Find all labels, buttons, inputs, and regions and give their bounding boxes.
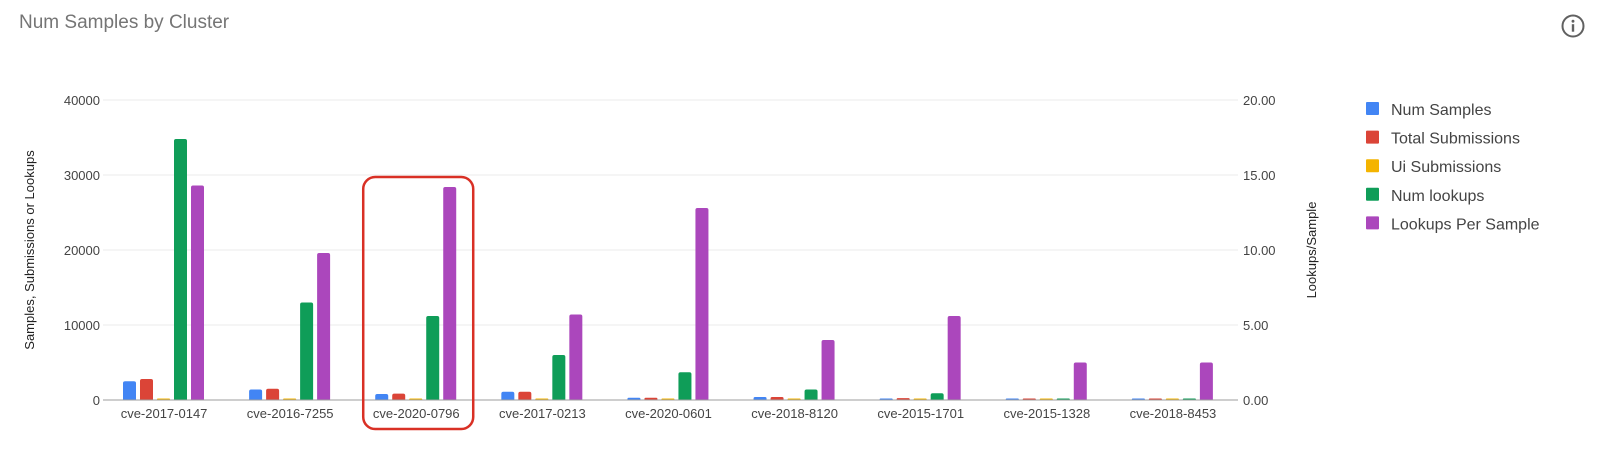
legend-label: Total Submissions [1391, 131, 1520, 148]
bar-lookups-per-sample [947, 316, 961, 400]
bar-lookups-per-sample [443, 187, 457, 400]
legend-label: Num Samples [1391, 102, 1491, 119]
bar-total-submissions [518, 391, 532, 400]
bar-num-samples [123, 381, 136, 400]
legend-label: Ui Submissions [1391, 159, 1501, 176]
bar-total-submissions [644, 397, 658, 400]
x-tick-label: cve-2015-1328 [1003, 406, 1090, 421]
bar-num-lookups [552, 355, 566, 400]
bar-num-lookups [804, 389, 818, 400]
x-tick-label: cve-2018-8453 [1130, 406, 1217, 421]
legend-swatch [1366, 102, 1379, 115]
y-left-tick-label: 20000 [64, 243, 100, 258]
y-right-tick-label: 5.00 [1243, 318, 1268, 333]
info-button[interactable] [1560, 13, 1586, 39]
bar-num-lookups [930, 393, 944, 400]
x-tick-label: cve-2017-0213 [499, 406, 586, 421]
legend-label: Lookups Per Sample [1391, 216, 1540, 233]
bar-num-samples [627, 397, 641, 400]
bar-lookups-per-sample [191, 185, 204, 400]
bar-num-samples [753, 397, 767, 400]
highlight-box [361, 175, 475, 431]
bar-total-submissions [140, 379, 153, 400]
info-icon [1561, 14, 1585, 38]
chart-title: Num Samples by Cluster [19, 12, 230, 33]
bar-num-samples [501, 391, 515, 400]
legend-label: Num lookups [1391, 188, 1484, 205]
x-tick-label: cve-2016-7255 [247, 406, 334, 421]
bar-total-submissions [266, 388, 280, 400]
bar-lookups-per-sample [821, 340, 835, 400]
y-right-axis-title: Lookups/Sample [1304, 202, 1319, 299]
x-tick-label: cve-2020-0601 [625, 406, 712, 421]
bar-num-lookups [300, 302, 314, 400]
y-right-tick-label: 10.00 [1243, 243, 1276, 258]
y-left-tick-label: 40000 [64, 93, 100, 108]
y-left-axis-title: Samples, Submissions or Lookups [22, 150, 37, 350]
legend-swatch [1366, 159, 1379, 173]
x-tick-label: cve-2017-0147 [121, 406, 208, 421]
bar-lookups-per-sample [695, 208, 709, 400]
bar-lookups-per-sample [317, 253, 331, 400]
bar-lookups-per-sample [569, 314, 583, 400]
bar-num-lookups [174, 139, 187, 400]
bar-lookups-per-sample [1073, 362, 1087, 400]
y-right-tick-label: 0.00 [1243, 393, 1268, 408]
x-tick-label: cve-2018-8120 [751, 406, 838, 421]
bar-total-submissions [392, 393, 406, 400]
bar-lookups-per-sample [1199, 362, 1213, 400]
y-left-tick-label: 30000 [64, 168, 100, 183]
bar-num-samples [249, 389, 263, 400]
bar-total-submissions [770, 397, 784, 400]
bar-num-lookups [426, 316, 440, 400]
bar-num-samples [375, 394, 389, 400]
y-right-tick-label: 20.00 [1243, 93, 1276, 108]
y-left-tick-label: 10000 [64, 318, 100, 333]
x-tick-label: cve-2020-0796 [373, 406, 460, 421]
x-tick-label: cve-2015-1701 [877, 406, 964, 421]
legend-swatch [1366, 187, 1379, 201]
y-right-tick-label: 15.00 [1243, 168, 1276, 183]
bar-num-lookups [678, 372, 692, 400]
y-left-tick-label: 0 [93, 393, 100, 408]
legend-swatch [1366, 216, 1379, 230]
legend-swatch [1366, 130, 1379, 144]
